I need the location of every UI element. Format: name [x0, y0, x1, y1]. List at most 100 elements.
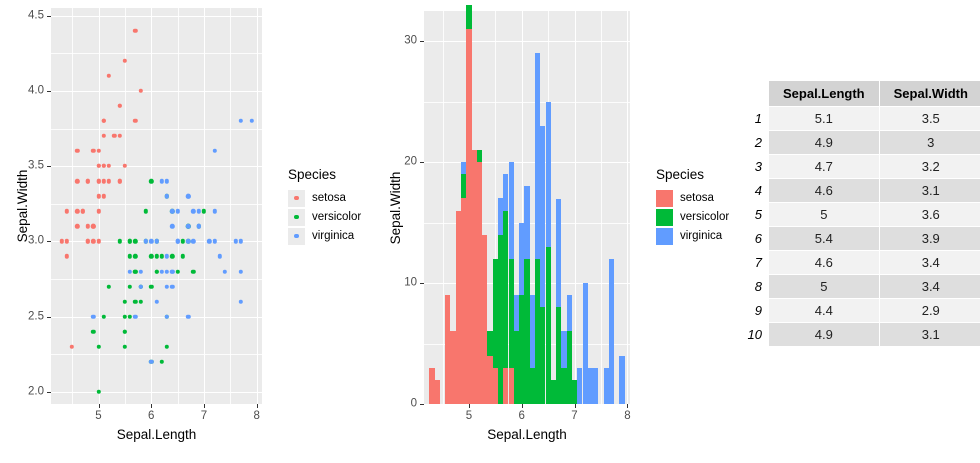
histogram-segment-virginica [513, 295, 520, 332]
gridline-major-horizontal [51, 90, 262, 92]
gridline-major-vertical [204, 8, 206, 404]
scatter-point-virginica [191, 239, 196, 244]
histogram-segment-setosa [461, 198, 467, 404]
histogram-segment-virginica [582, 283, 588, 404]
scatter-point-versicolor [101, 314, 106, 319]
table-row-number: 1 [740, 106, 769, 131]
histogram-bar [519, 222, 525, 404]
scatter-point-setosa [101, 163, 106, 169]
histogram-bar [545, 101, 551, 404]
histogram-segment-versicolor [476, 150, 483, 163]
scatter-point-setosa [85, 239, 91, 244]
y-axis-title: Sepal.Width [15, 169, 30, 243]
legend-row-versicolor[interactable]: versicolor [656, 208, 729, 227]
scatter-point-virginica [175, 209, 180, 214]
x-tick-mark [151, 404, 153, 408]
gridline-minor-horizontal [51, 354, 262, 355]
y-tick-label: 30 [404, 34, 417, 47]
y-tick-mark [47, 241, 51, 243]
legend-row-virginica[interactable]: virginica [288, 227, 361, 246]
legend-dot-setosa [294, 195, 299, 201]
table-column-header: Sepal.Length [768, 80, 880, 107]
histogram-segment-versicolor [561, 367, 567, 404]
scatter-point-virginica [170, 284, 175, 289]
scatter-point-versicolor [133, 254, 138, 259]
scatter-point-virginica [185, 193, 191, 199]
scatter-point-setosa [101, 118, 106, 124]
scatter-point-setosa [96, 148, 101, 154]
legend-row-versicolor[interactable]: versicolor [288, 208, 361, 227]
histogram-bar [593, 367, 599, 404]
gridline-major-horizontal [51, 316, 262, 318]
histogram-bar [577, 367, 583, 404]
histogram-segment-setosa [487, 355, 493, 404]
scatter-point-virginica [154, 299, 159, 304]
scatter-point-virginica [138, 284, 143, 289]
y-tick-label: 0 [410, 397, 417, 410]
y-tick-label: 4.5 [28, 8, 44, 21]
histogram-bar [561, 331, 567, 404]
table-row: 2 4.9 3 [740, 130, 980, 155]
scatter-point-virginica [170, 224, 175, 229]
histogram-segment-versicolor [503, 210, 509, 368]
scatter-point-virginica [138, 269, 143, 274]
legend-swatch-setosa [656, 189, 673, 207]
histogram-segment-setosa [492, 367, 498, 404]
scatter-point-versicolor [127, 314, 133, 319]
gridline-major-horizontal [51, 15, 262, 17]
y-tick-label: 20 [404, 155, 417, 168]
y-tick-label: 10 [404, 276, 417, 289]
legend-dot-versicolor [294, 214, 299, 220]
table-cell: 3.4 [878, 250, 980, 275]
gridline-major-horizontal [51, 392, 262, 394]
x-tick-label: 6 [518, 410, 525, 422]
scatter-point-virginica [238, 118, 244, 124]
histogram-segment-virginica [593, 367, 599, 404]
table-row: 8 5 3.4 [740, 274, 980, 299]
table-cell: 3.4 [878, 274, 980, 299]
table-row-number: 4 [740, 178, 769, 203]
gridline-major-horizontal [424, 404, 630, 406]
y-tick-mark [47, 392, 51, 393]
histogram-segment-virginica [519, 222, 525, 296]
table-row-number: 5 [740, 202, 769, 227]
scatter-point-versicolor [96, 344, 101, 349]
legend-row-setosa[interactable]: setosa [656, 189, 729, 208]
histogram-segment-versicolor [508, 258, 514, 368]
scatter-point-versicolor [90, 329, 96, 334]
gridline-major-vertical [574, 11, 576, 404]
legend-label-virginica: virginica [680, 230, 723, 242]
y-tick-label: 3.5 [28, 159, 44, 172]
scatter-point-virginica [164, 269, 170, 274]
histogram-segment-setosa [450, 331, 456, 404]
x-tick-label: 5 [465, 410, 473, 422]
scatter-point-virginica [196, 209, 201, 214]
legend-row-setosa[interactable]: setosa [288, 189, 361, 208]
table-cell: 5.1 [768, 106, 880, 131]
histogram-segment-virginica [497, 198, 504, 235]
scatter-point-virginica [238, 269, 244, 274]
scatter-point-virginica [148, 359, 154, 364]
histogram-bar [466, 5, 472, 404]
scatter-point-virginica [143, 239, 149, 244]
scatter-point-setosa [85, 224, 91, 229]
histogram-bar [603, 367, 609, 404]
x-tick-label: 6 [147, 410, 155, 422]
histogram-segment-virginica [529, 295, 535, 368]
y-tick-mark [47, 316, 51, 318]
histogram-segment-versicolor [461, 174, 467, 199]
histogram-bar [450, 331, 456, 404]
y-tick-label: 2.0 [28, 385, 44, 398]
histogram-legend-items: setosa versicolor virginica [656, 189, 729, 246]
scatter-point-setosa [101, 193, 106, 199]
scatter-point-versicolor [127, 239, 133, 244]
histogram-segment-versicolor [529, 367, 535, 404]
histogram-legend: Species setosa versicolor virginica [656, 168, 729, 246]
legend-label-versicolor: versicolor [312, 211, 362, 223]
scatter-point-versicolor [143, 209, 149, 214]
table-row: 5 5 3.6 [740, 202, 980, 227]
x-tick-mark [204, 404, 205, 408]
legend-row-virginica[interactable]: virginica [656, 227, 729, 246]
histogram-bar [471, 150, 477, 404]
scatter-point-virginica [159, 269, 164, 274]
